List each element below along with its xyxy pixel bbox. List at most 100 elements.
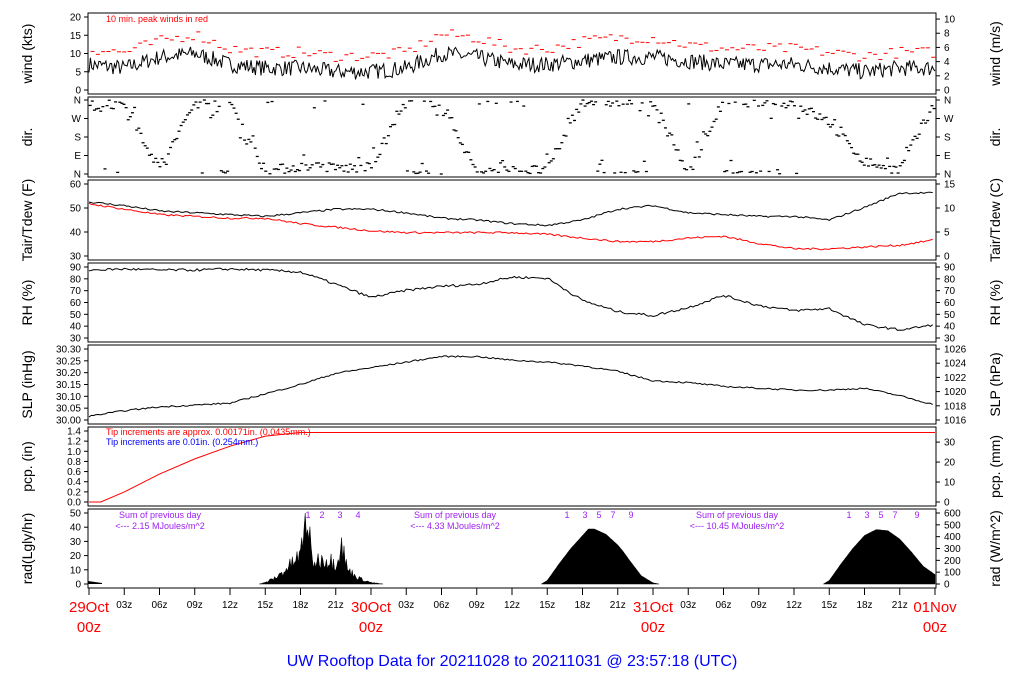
temp-ytick-label: 60	[70, 180, 82, 191]
x-tick-label: 03z	[398, 600, 414, 611]
solar-radiation-area	[540, 528, 659, 585]
dir-ytick-label: E	[74, 151, 81, 162]
wind-ytick-label-right: 6	[944, 43, 950, 54]
x-tick-label: 21z	[610, 600, 626, 611]
rad-ytick-label: 50	[70, 509, 82, 520]
hour-mark: 3	[337, 510, 342, 520]
x-tick-label: 03z	[680, 600, 696, 611]
rad-panel-frame	[87, 508, 937, 589]
slp-ytick-label: 30.25	[56, 356, 81, 367]
pcp-ytick-label-right: 20	[944, 458, 956, 469]
hour-mark: 5	[596, 510, 601, 520]
temp-ytick-label-right: 5	[944, 228, 950, 239]
rh-panel-frame	[87, 262, 937, 343]
rad-ytick-label: 10	[70, 565, 82, 576]
rad-ytick-label-right: 400	[944, 532, 961, 543]
wind-ytick-label: 15	[70, 31, 82, 42]
hour-mark: 7	[892, 510, 897, 520]
x-tick-label: 12z	[222, 600, 238, 611]
x-tick-label: 12z	[504, 600, 520, 611]
day-sum-label: Sum of previous day	[414, 510, 497, 520]
temp-ytick-label: 30	[70, 252, 82, 263]
slp-ytick-label-right: 1020	[944, 387, 967, 398]
chart-title: UW Rooftop Data for 20211028 to 20211031…	[287, 653, 738, 670]
day-label: 31Oct	[633, 599, 674, 616]
x-tick-label: 03z	[116, 600, 132, 611]
wind-ytick-label-right: 10	[944, 15, 956, 26]
rh-ytick-label-right: 80	[944, 274, 956, 285]
precip-line	[89, 432, 935, 503]
dir-ytick-label-right: E	[944, 151, 951, 162]
wind-ytick-label-right: 8	[944, 29, 950, 40]
pcp-ytick-label-right: 10	[944, 478, 956, 489]
rad-ytick-label: 0	[75, 580, 81, 591]
hour-mark: 1	[564, 510, 569, 520]
temp-tdew-line	[88, 202, 933, 251]
solar-radiation-area	[88, 581, 102, 584]
day-sum-value: <--- 10.45 MJoules/m^2	[690, 521, 785, 531]
x-tick-label: 18z	[574, 600, 590, 611]
temp-ytick-label-right: 15	[944, 180, 956, 191]
pcp-ylabel-right: pcp. (mm)	[987, 435, 1003, 498]
pcp-ytick-label: 1.0	[67, 447, 81, 458]
pcp-ytick-label-right: 0	[944, 498, 950, 509]
rad-ytick-label: 30	[70, 537, 82, 548]
x-tick-label: 21z	[328, 600, 344, 611]
dir-ytick-label: N	[74, 96, 81, 107]
slp-ytick-label: 30.15	[56, 380, 81, 391]
x-tick-label: 18z	[856, 600, 872, 611]
day-label: 29Oct	[69, 599, 110, 616]
rad-ytick-label: 40	[70, 523, 82, 534]
day-hour-label: 00z	[359, 619, 383, 636]
day-hour-label: 00z	[923, 619, 947, 636]
wind-ytick-label-right: 0	[944, 86, 950, 97]
x-tick-label: 06z	[151, 600, 167, 611]
rad-ytick-label-right: 100	[944, 568, 961, 579]
rad-ylabel-right: rad (W/m^2)	[987, 510, 1003, 587]
hour-mark: 3	[582, 510, 587, 520]
tip-note-blue: Tip increments are 0.01in. (0.254mm.)	[106, 437, 258, 447]
slp-ytick-label: 30.30	[56, 345, 81, 356]
wind-ylabel-right: wind (m/s)	[987, 21, 1003, 87]
solar-radiation-area	[259, 512, 383, 585]
x-tick-label: 18z	[292, 600, 308, 611]
temp-ytick-label-right: 10	[944, 204, 956, 215]
slp-ytick-label-right: 1022	[944, 373, 967, 384]
rad-ytick-label: 20	[70, 551, 82, 562]
rh-ytick-label-right: 90	[944, 263, 956, 274]
rad-ylabel: rad(Lgly/hr)	[19, 513, 35, 585]
dir-ytick-label-right: N	[944, 96, 951, 107]
solar-radiation-area	[822, 529, 936, 585]
temp-ytick-label-right: 0	[944, 252, 950, 263]
x-tick-label: 15z	[821, 600, 837, 611]
x-tick-label: 09z	[751, 600, 767, 611]
rh-ytick-label: 70	[70, 286, 82, 297]
day-label: 30Oct	[351, 599, 392, 616]
hour-mark: 4	[355, 510, 360, 520]
slp-ytick-label-right: 1026	[944, 345, 967, 356]
rad-ytick-label-right: 0	[944, 580, 950, 591]
slp-ytick-label-right: 1016	[944, 416, 967, 427]
rh-ylabel-right: RH (%)	[987, 280, 1003, 326]
dir-ylabel: dir.	[19, 128, 35, 147]
slp-panel-frame	[87, 344, 937, 425]
rh-ytick-label: 90	[70, 263, 82, 274]
pcp-ytick-label: 0.4	[67, 477, 81, 488]
rh-ytick-label: 50	[70, 310, 82, 321]
hour-mark: 1	[846, 510, 851, 520]
wind-panel-frame	[87, 12, 937, 95]
day-hour-label: 00z	[77, 619, 101, 636]
temp-ylabel-right: Tair/Tdew (C)	[987, 178, 1003, 262]
wind-ytick-label-right: 2	[944, 71, 950, 82]
temp-tair-line	[88, 191, 933, 227]
day-hour-label: 00z	[641, 619, 665, 636]
rh-ytick-label: 80	[70, 274, 82, 285]
slp-ytick-label: 30.05	[56, 404, 81, 415]
temp-panel-frame	[87, 179, 937, 261]
rh-ytick-label-right: 60	[944, 298, 956, 309]
slp-ytick-label-right: 1024	[944, 359, 967, 370]
hour-mark: 9	[628, 510, 633, 520]
rh-ytick-label-right: 70	[944, 286, 956, 297]
slp-ytick-label: 30.10	[56, 392, 81, 403]
